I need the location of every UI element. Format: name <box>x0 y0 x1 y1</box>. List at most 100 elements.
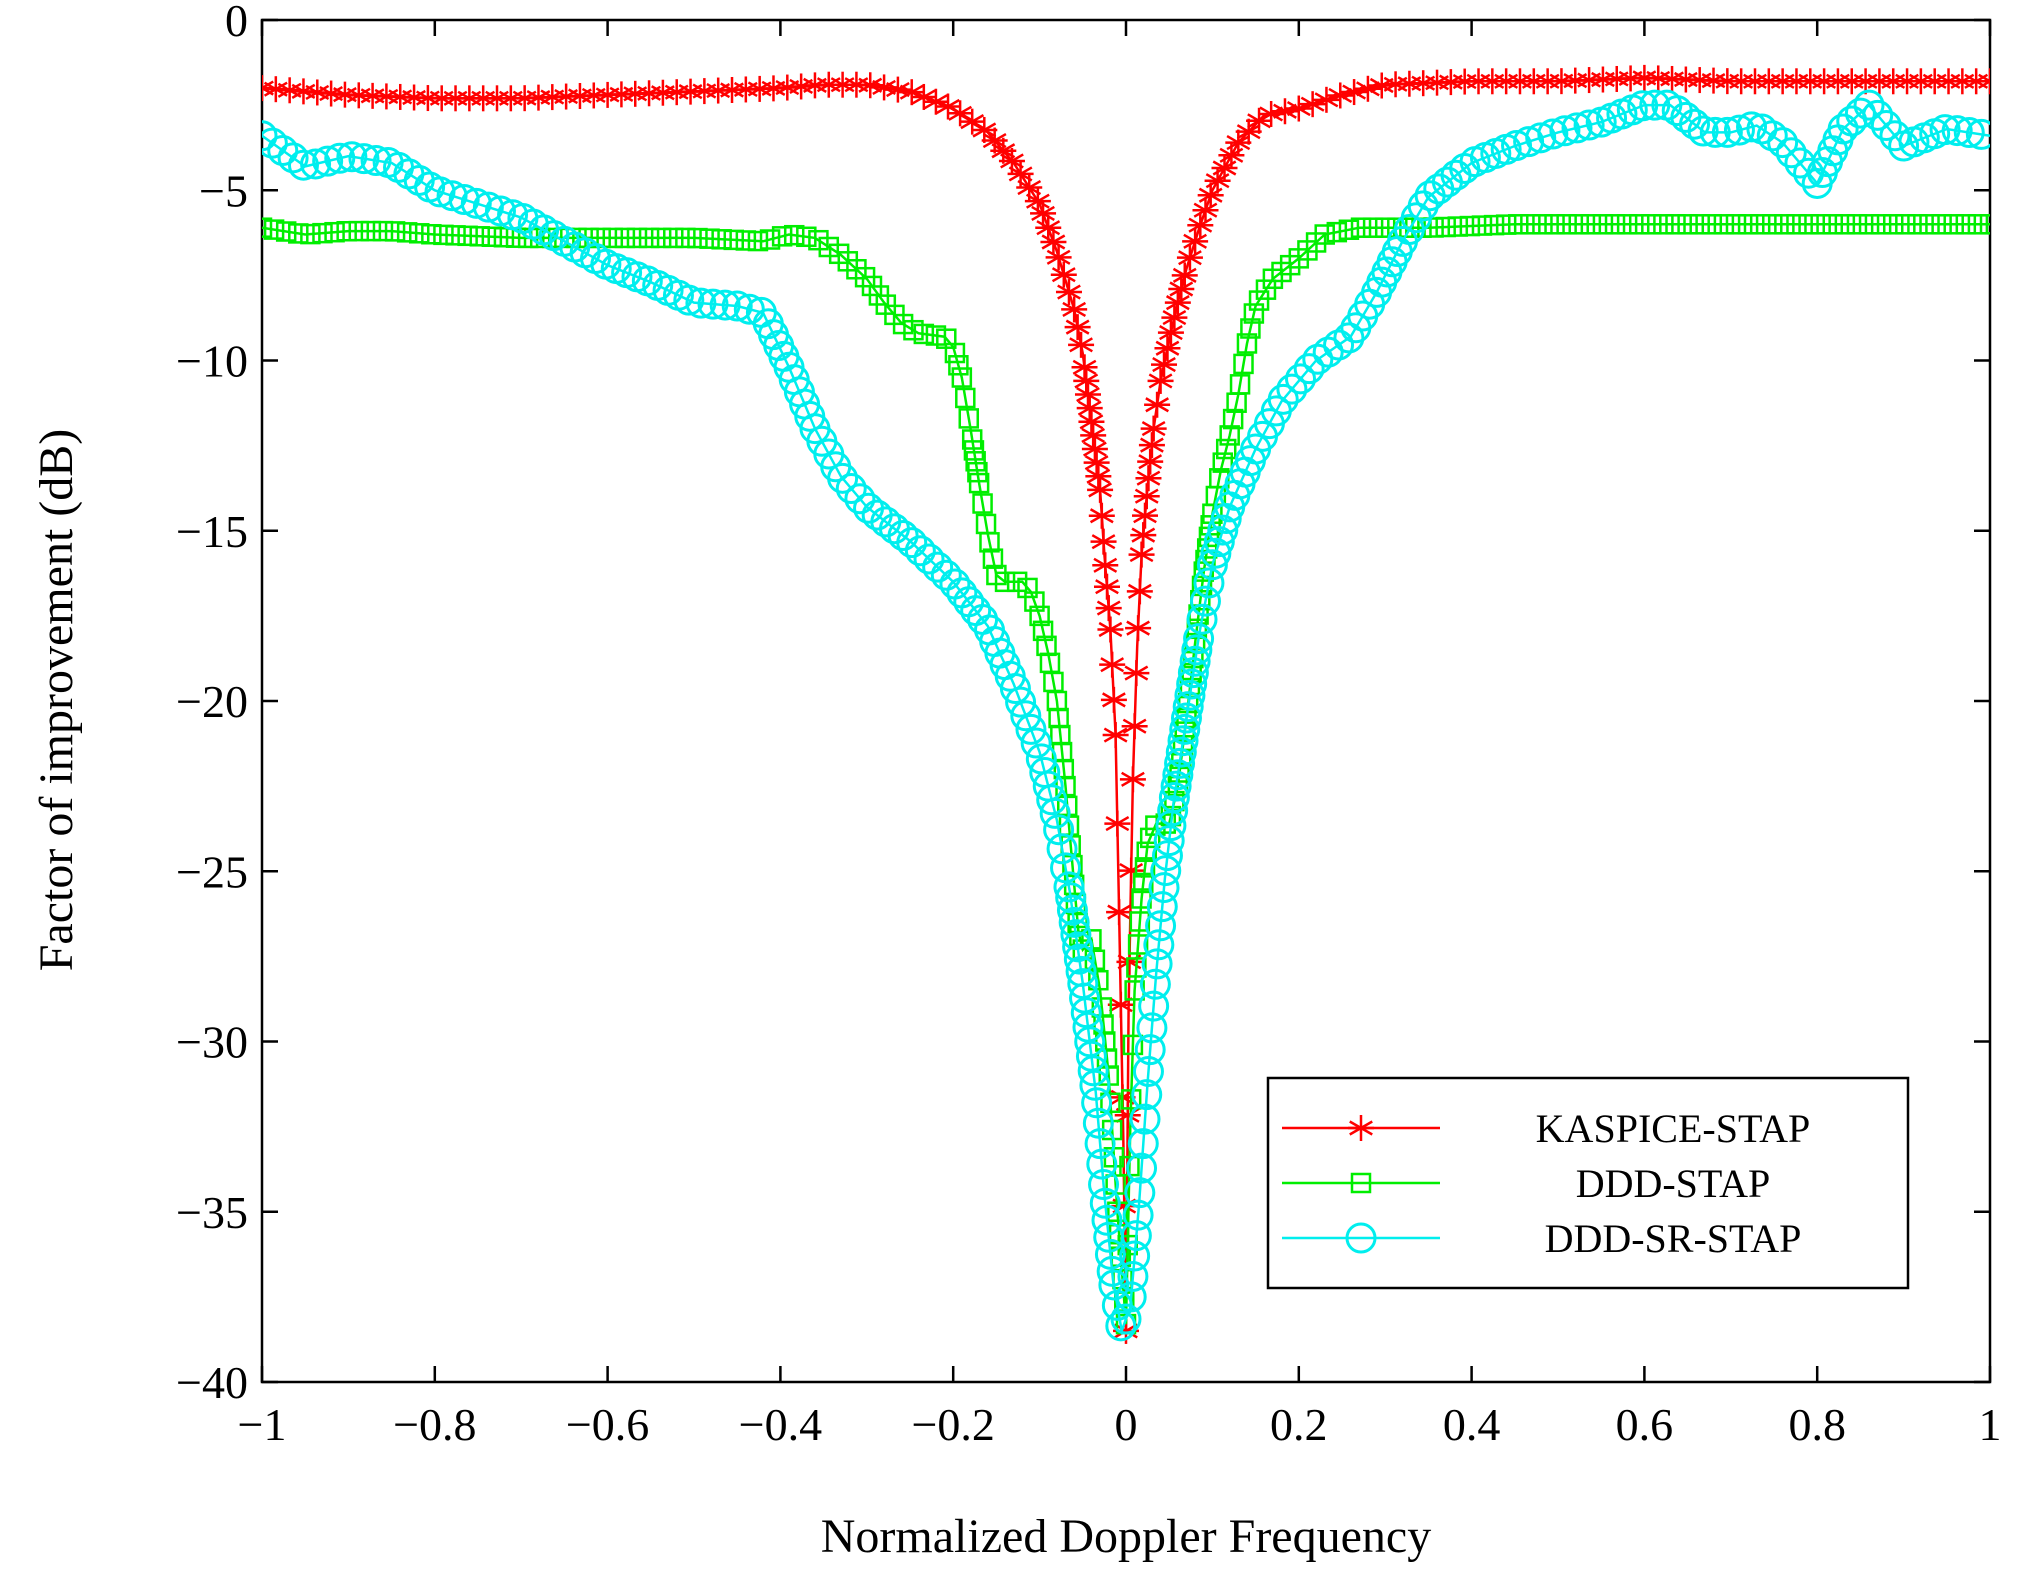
legend-label: KASPICE-STAP <box>1536 1106 1811 1151</box>
data-point <box>1189 585 1221 617</box>
data-point <box>1879 120 1911 152</box>
data-point <box>1929 114 1961 146</box>
data-point <box>1153 825 1185 857</box>
data-point <box>1088 969 1109 991</box>
data-point <box>1229 374 1251 395</box>
y-tick-label: −20 <box>176 676 248 727</box>
data-point <box>1177 657 1209 689</box>
data-point <box>1767 127 1799 159</box>
y-tick-label: −10 <box>176 336 248 387</box>
data-point <box>1096 1255 1128 1287</box>
data-point <box>1556 214 1577 235</box>
data-point <box>1082 1107 1114 1139</box>
data-point <box>1172 691 1204 723</box>
data-point <box>1544 214 1565 235</box>
data-point <box>1525 122 1557 154</box>
data-point <box>1086 1148 1118 1180</box>
data-point <box>972 493 993 514</box>
data-point <box>1079 1069 1111 1101</box>
data-point <box>827 462 859 494</box>
data-point <box>904 535 936 567</box>
data-point <box>1089 1187 1121 1219</box>
x-tick-label: 0.8 <box>1788 1399 1846 1450</box>
data-point <box>1170 702 1202 734</box>
data-point <box>1084 1128 1116 1160</box>
data-point <box>1071 354 1098 381</box>
data-point <box>1345 1222 1377 1254</box>
x-tick-label: 0 <box>1115 1399 1138 1450</box>
data-point <box>1100 1092 1121 1114</box>
data-point <box>1285 363 1317 395</box>
data-point <box>1212 452 1234 473</box>
data-point <box>1236 333 1258 354</box>
y-axis-title: Factor of improvement (dB) <box>30 429 83 972</box>
data-point <box>1127 1128 1159 1160</box>
data-point <box>1157 319 1184 346</box>
data-point <box>982 548 1004 569</box>
data-point <box>1870 110 1902 142</box>
data-point <box>1157 795 1189 827</box>
data-point <box>481 226 503 248</box>
x-tick-label: 0.2 <box>1270 1399 1328 1450</box>
data-point <box>944 342 966 364</box>
data-point <box>955 387 976 409</box>
data-point <box>1045 244 1072 271</box>
data-point <box>1050 852 1082 884</box>
y-tick-label: −40 <box>176 1357 248 1408</box>
data-point <box>1233 353 1254 375</box>
data-point <box>267 134 299 166</box>
data-point <box>709 289 741 321</box>
data-point <box>1036 784 1068 816</box>
data-point <box>685 287 717 319</box>
data-point <box>1628 214 1650 235</box>
legend: KASPICE-STAP DDD-STAP DDD-SR-STAP <box>1266 1076 1910 1290</box>
data-point <box>1827 113 1859 145</box>
data-point <box>1580 214 1602 235</box>
data-point <box>675 227 696 249</box>
data-point <box>626 227 648 249</box>
data-point <box>300 223 321 245</box>
data-point <box>1627 90 1659 122</box>
data-point <box>951 367 973 388</box>
data-point <box>408 223 430 244</box>
data-point <box>1174 679 1206 711</box>
data-point <box>1061 296 1088 323</box>
data-point <box>457 225 478 247</box>
data-point <box>1100 686 1127 713</box>
data-point <box>1115 1281 1147 1313</box>
data-point <box>1141 948 1173 980</box>
y-tick-label: −25 <box>176 846 248 897</box>
data-point <box>1568 214 1589 235</box>
data-point <box>1165 736 1197 768</box>
data-point <box>262 120 278 152</box>
data-point <box>1132 502 1159 529</box>
data-point <box>1139 827 1161 849</box>
data-point <box>1167 725 1199 757</box>
data-point <box>1020 727 1052 759</box>
data-point <box>1810 214 1831 235</box>
x-tick-label: −1 <box>238 1399 287 1450</box>
data-point <box>1063 943 1095 975</box>
data-point <box>1129 1103 1161 1135</box>
x-tick-label: 0.6 <box>1616 1399 1674 1450</box>
data-point <box>1060 919 1092 951</box>
data-point <box>1350 217 1372 238</box>
data-point <box>1811 68 1838 95</box>
data-point <box>1055 279 1082 306</box>
y-tick-label: −15 <box>176 506 248 557</box>
data-point <box>1549 115 1581 147</box>
data-point <box>1095 595 1122 622</box>
data-point <box>1134 857 1156 878</box>
data-point <box>1736 111 1768 143</box>
data-point <box>971 116 998 143</box>
data-point <box>1248 290 1270 311</box>
data-point <box>1017 577 1038 599</box>
data-point <box>1215 438 1237 460</box>
data-point <box>1639 89 1671 121</box>
data-point <box>1098 1269 1130 1301</box>
data-point <box>324 142 356 174</box>
data-point <box>1133 483 1160 510</box>
data-point <box>1099 651 1126 678</box>
data-point <box>1121 713 1148 740</box>
data-point <box>1641 214 1662 235</box>
